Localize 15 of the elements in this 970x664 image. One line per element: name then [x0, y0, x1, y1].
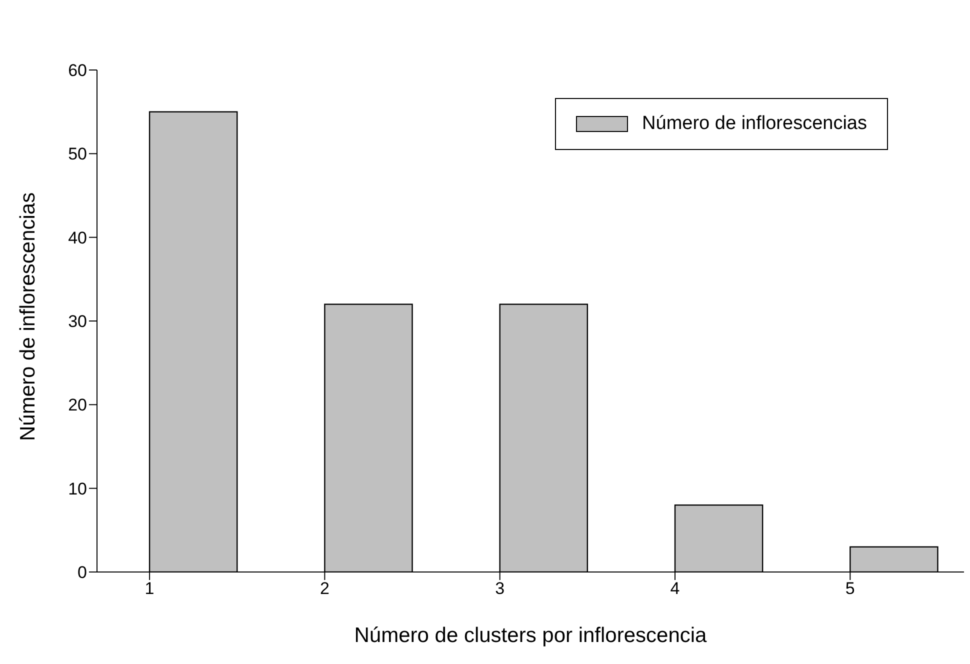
x-tick-label: 2 [320, 579, 330, 598]
y-tick-label: 0 [78, 563, 87, 582]
y-tick-label: 60 [68, 61, 87, 80]
y-tick-label: 10 [68, 479, 87, 498]
x-tick-label: 5 [845, 579, 855, 598]
x-tick-label: 4 [670, 579, 680, 598]
x-tick-label: 1 [144, 579, 154, 598]
y-tick-label: 30 [68, 312, 87, 332]
x-tick-label: 3 [495, 579, 505, 598]
x-axis-title: Número de clusters por inflorescencia [354, 624, 708, 647]
y-tick-label: 40 [68, 228, 87, 248]
y-axis-title: Número de inflorescencias [16, 192, 40, 441]
legend-label: Número de inflorescencias [642, 113, 867, 135]
y-tick-label: 20 [68, 396, 87, 415]
y-tick-label: 50 [68, 144, 87, 164]
